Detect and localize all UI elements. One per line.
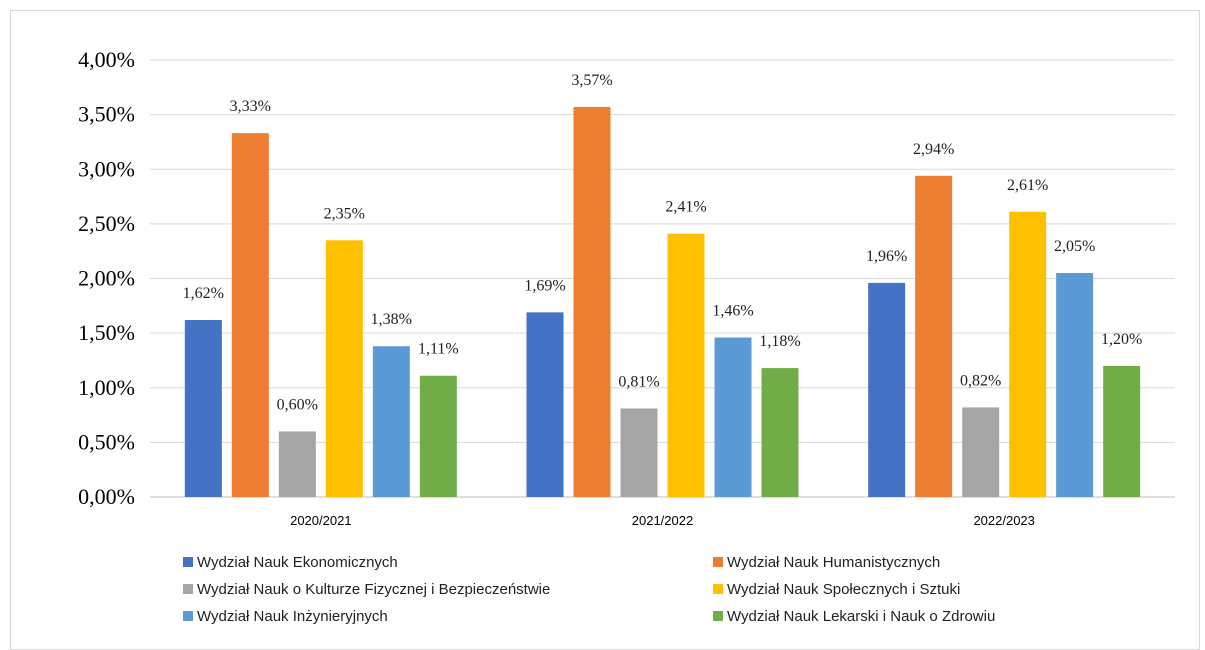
- y-tick-label: 2,50%: [78, 211, 135, 236]
- data-label: 1,20%: [1101, 331, 1142, 348]
- y-tick-label: 3,50%: [78, 102, 135, 127]
- bar: [1009, 211, 1047, 498]
- bar: [620, 408, 658, 497]
- bar: [1056, 273, 1094, 497]
- data-label: 0,82%: [960, 372, 1001, 389]
- legend-swatch: [183, 557, 193, 567]
- data-label: 2,41%: [665, 199, 706, 216]
- data-label: 1,18%: [759, 333, 800, 350]
- x-tick-label: 2022/2023: [973, 513, 1034, 528]
- bar: [372, 346, 410, 497]
- legend-swatch: [713, 584, 723, 594]
- y-tick-label: 2,00%: [78, 266, 135, 291]
- data-label: 2,94%: [913, 141, 954, 158]
- legend-swatch: [713, 611, 723, 621]
- legend-label: Wydział Nauk Lekarski i Nauk o Zdrowiu: [727, 608, 995, 625]
- x-tick-label: 2021/2022: [632, 513, 693, 528]
- bar-chart: 0,00% 0,50% 1,00% 1,50% 2,00% 2,50% 3,00% 3,50%…: [78, 47, 1175, 625]
- y-tick-label: 3,00%: [78, 156, 135, 181]
- y-tick-label: 1,00%: [78, 375, 135, 400]
- data-label: 1,11%: [418, 341, 459, 358]
- data-label: 2,61%: [1007, 177, 1048, 194]
- y-tick-label: 0,50%: [78, 429, 135, 454]
- data-label: 0,60%: [277, 396, 318, 413]
- bar: [667, 233, 705, 497]
- data-label: 1,46%: [712, 302, 753, 319]
- bar: [573, 106, 611, 497]
- data-label: 2,35%: [324, 205, 365, 222]
- y-tick-label: 4,00%: [78, 47, 135, 72]
- y-tick-label: 1,50%: [78, 320, 135, 345]
- data-label: 2,05%: [1054, 238, 1095, 255]
- bar: [526, 312, 564, 497]
- legend-swatch: [183, 611, 193, 621]
- data-label: 3,33%: [230, 98, 271, 115]
- data-label: 3,57%: [571, 72, 612, 89]
- bars: 1,62% 3,33% 0,60% 2,35% 1,38% 1,11% 1,69% 3,57%…: [183, 72, 1142, 498]
- bar: [419, 375, 457, 497]
- data-label: 0,81%: [618, 374, 659, 391]
- bar: [962, 407, 1000, 497]
- bar: [278, 431, 316, 497]
- bar: [184, 320, 222, 497]
- legend-label: Wydział Nauk o Kulturze Fizycznej i Bezp…: [197, 581, 550, 598]
- legend-label: Wydział Nauk Społecznych i Sztuki: [727, 581, 960, 598]
- bar: [868, 282, 906, 497]
- y-axis: 0,00% 0,50% 1,00% 1,50% 2,00% 2,50% 3,00% 3,50%…: [78, 47, 135, 509]
- data-label: 1,62%: [183, 285, 224, 302]
- y-tick-label: 0,00%: [78, 484, 135, 509]
- legend-swatch: [713, 557, 723, 567]
- x-axis: 2020/2021 2021/2022 2022/2023: [290, 513, 1035, 528]
- bar: [1103, 365, 1141, 497]
- data-label: 1,38%: [371, 311, 412, 328]
- bar: [231, 133, 269, 497]
- bar: [761, 368, 799, 497]
- data-label: 1,96%: [866, 248, 907, 265]
- bar: [915, 175, 953, 497]
- legend-swatch: [183, 584, 193, 594]
- data-label: 1,69%: [524, 277, 565, 294]
- legend-label: Wydział Nauk Humanistycznych: [727, 554, 940, 571]
- legend-label: Wydział Nauk Ekonomicznych: [197, 554, 398, 571]
- legend: Wydział Nauk Ekonomicznych Wydział Nauk H…: [183, 554, 995, 625]
- bar: [714, 337, 752, 497]
- x-tick-label: 2020/2021: [290, 513, 351, 528]
- bar: [325, 240, 363, 497]
- gridlines: [150, 59, 1175, 498]
- legend-label: Wydział Nauk Inżynieryjnych: [197, 608, 388, 625]
